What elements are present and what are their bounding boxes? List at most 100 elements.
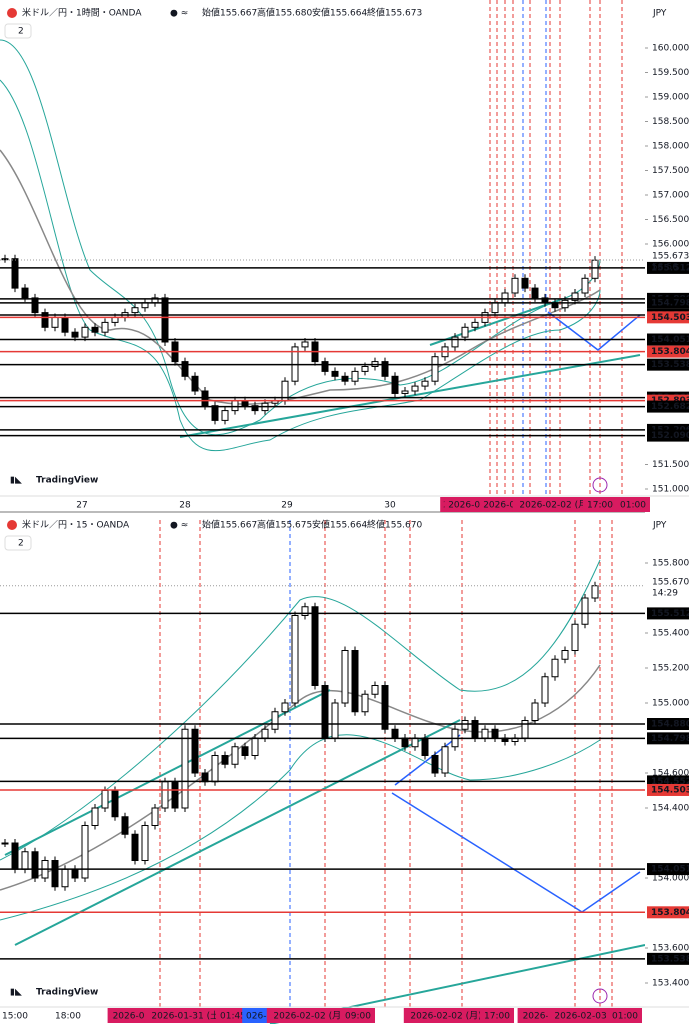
y-tick-label: 151.000 (652, 485, 689, 495)
candle (71, 331, 79, 338)
x-tick-label: 2026-01-31 (土) (151, 1010, 222, 1022)
y-tick-label: 157.500 (652, 166, 689, 176)
level-tag (647, 311, 689, 324)
level-tag (647, 732, 689, 745)
y-tick-label: 155.400 (652, 629, 689, 639)
ohlc-label: 始値155.667 (202, 7, 257, 19)
x-tick-label: 15:00 (2, 1012, 28, 1022)
brand: TradingView (36, 988, 98, 998)
ohlc-label: 高値155.680 (257, 7, 312, 19)
candle (41, 312, 49, 328)
candle (141, 825, 149, 861)
x-tick-label: 01:45 (220, 1012, 246, 1022)
candle (221, 410, 229, 421)
y-tick-label: 157.000 (652, 191, 689, 201)
candle (311, 606, 319, 686)
candle (171, 781, 179, 809)
candle (31, 851, 39, 879)
candle (381, 361, 389, 377)
x-label-box (266, 1008, 352, 1023)
indicator-toggle (4, 535, 32, 551)
time-markers (489, 0, 623, 497)
candle (341, 375, 349, 382)
ohlc-label: 高値155.675 (257, 519, 312, 531)
candle (91, 807, 99, 826)
level-tag (647, 358, 689, 371)
x-label-box (583, 497, 617, 512)
candle (571, 292, 579, 301)
x-tick-label: 2026-02- (523, 1012, 564, 1022)
level-tag (647, 261, 689, 274)
status-badges: ● ≈ (170, 9, 188, 19)
candle (121, 816, 129, 835)
candle (231, 746, 239, 765)
chart-title: 米ドル／円・1時間・OANDA (22, 7, 142, 19)
candle (361, 366, 369, 372)
brand: TradingView (36, 476, 98, 486)
panel: 155.800 155.400 155.200 155.000 154.600 154.4… (0, 512, 689, 1024)
candle (521, 720, 529, 739)
candle (431, 356, 439, 382)
level-tag (647, 333, 689, 346)
level-tag (647, 429, 689, 442)
candle (191, 728, 199, 774)
level-label: 154.503 (651, 313, 689, 323)
candle (491, 302, 499, 314)
y-tick-label: 155.000 (652, 699, 689, 709)
candle (321, 361, 329, 372)
x-label-box (616, 497, 650, 512)
candle (461, 720, 469, 730)
x-tick-label: 30 (384, 501, 396, 511)
level-tag (647, 783, 689, 796)
candle (221, 755, 229, 765)
ohlc-label: 始値155.667 (202, 519, 257, 531)
candle (371, 685, 379, 695)
candle (161, 781, 169, 809)
candle (251, 405, 259, 412)
x-tick-label: 28 (179, 501, 191, 511)
x-tick-label: 026-02 (246, 1012, 278, 1022)
candle (391, 375, 399, 394)
candle (21, 851, 29, 870)
alert-icon (592, 988, 608, 1004)
y-tick-label: 156.500 (652, 215, 689, 225)
candle (421, 380, 429, 387)
candle (511, 277, 519, 294)
indicator-count: 2 (18, 27, 24, 37)
level-label: 155.512 (651, 263, 689, 273)
currency: JPY (652, 9, 667, 19)
candle (581, 277, 589, 294)
candle (61, 317, 69, 333)
x-tick-label: 2026-02-02 (月) (519, 500, 590, 511)
chart-title: 米ドル／円・15・OANDA (22, 519, 130, 531)
symbol-icon (7, 8, 17, 18)
candle (591, 259, 599, 279)
x-label-box (512, 497, 598, 512)
x-tick-label: 01:00 (612, 1012, 638, 1022)
level-tag (647, 345, 689, 358)
candle (11, 842, 19, 870)
candle (471, 720, 479, 739)
candle (241, 746, 249, 756)
status-badges: ● ≈ (170, 521, 188, 531)
y-tick-label: 154.400 (652, 804, 689, 814)
candle (421, 737, 429, 756)
candle (61, 868, 69, 888)
ohlc-label: 終値155.673 (367, 7, 422, 19)
x-tick-label: 01:00 (620, 501, 646, 511)
level-label: 154.051 (651, 335, 689, 345)
candle (251, 737, 259, 756)
candle (231, 400, 239, 412)
x-tick-label: 18:00 (55, 1012, 81, 1022)
level-label: 155.512 (651, 609, 689, 619)
x-tick-label: 17:00 (587, 501, 613, 511)
x-tick-label: 2026-02 (483, 501, 521, 511)
candle (1, 842, 9, 845)
level-tag (647, 607, 689, 620)
level-label: 153.804 (651, 347, 689, 357)
candle (401, 737, 409, 748)
candle (261, 728, 269, 739)
x-tick-label: 09:00 (345, 1012, 371, 1022)
candle (181, 361, 189, 377)
level-label: 154.798 (651, 734, 689, 744)
